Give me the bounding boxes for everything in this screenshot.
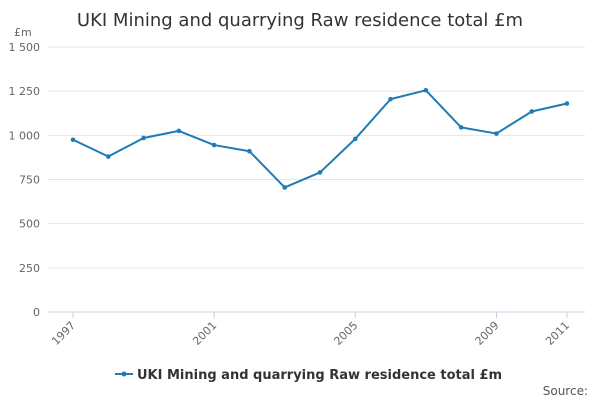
data-point[interactable] — [70, 137, 76, 143]
data-point[interactable] — [176, 128, 182, 134]
source-label: Source: — [543, 384, 588, 398]
x-tick-label: 2001 — [190, 319, 219, 348]
series-layer — [70, 87, 570, 190]
x-tick-label: 2011 — [543, 319, 572, 348]
data-point[interactable] — [352, 136, 358, 142]
data-point[interactable] — [247, 148, 252, 154]
data-point[interactable] — [388, 96, 393, 102]
y-tick-label: 0 — [33, 306, 40, 319]
y-tick-label: 250 — [19, 262, 40, 275]
data-point[interactable] — [564, 101, 570, 106]
x-tick-label: 2009 — [473, 319, 502, 348]
legend[interactable]: UKI Mining and quarrying Raw residence t… — [115, 368, 502, 383]
y-tick-label: 1 250 — [9, 85, 41, 98]
gridlines — [48, 46, 585, 269]
data-point[interactable] — [423, 87, 429, 93]
data-point[interactable] — [458, 125, 464, 130]
data-point[interactable] — [529, 109, 535, 114]
y-tick-label: 1 000 — [9, 129, 41, 142]
data-point[interactable] — [282, 185, 288, 190]
x-axis-ticks: 1997 2001 2005 2009 2011 — [49, 312, 572, 348]
data-point[interactable] — [317, 170, 323, 175]
y-tick-label: 750 — [19, 174, 40, 187]
y-axis-ticks: 0 250 500 750 1 000 1 250 1 500 — [9, 41, 41, 319]
data-point[interactable] — [211, 142, 217, 148]
data-point[interactable] — [494, 131, 499, 136]
y-axis-unit-label: £m — [14, 26, 32, 39]
legend-label: UKI Mining and quarrying Raw residence t… — [137, 368, 502, 383]
legend-marker-swatch — [121, 371, 127, 377]
y-tick-label: 500 — [19, 218, 40, 231]
x-tick-label: 2005 — [331, 319, 360, 348]
x-tick-label: 1997 — [49, 319, 78, 348]
data-point[interactable] — [105, 154, 111, 159]
data-point[interactable] — [141, 135, 146, 141]
chart-title: UKI Mining and quarrying Raw residence t… — [77, 10, 523, 31]
y-tick-label: 1 500 — [9, 41, 41, 54]
